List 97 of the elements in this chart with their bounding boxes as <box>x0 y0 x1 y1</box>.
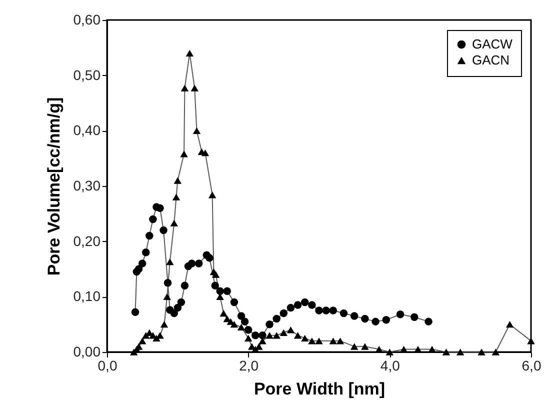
point <box>180 150 188 158</box>
x-tick-label: 2,0 <box>239 358 259 374</box>
legend-label: GACW <box>472 36 514 52</box>
point <box>164 278 172 287</box>
point <box>286 304 295 312</box>
point <box>492 348 500 356</box>
point <box>186 50 194 57</box>
point <box>382 316 390 324</box>
point <box>272 332 280 339</box>
point <box>294 332 302 339</box>
point <box>160 226 168 234</box>
point <box>280 309 288 318</box>
point <box>166 258 174 266</box>
point <box>396 310 404 318</box>
point <box>372 318 380 326</box>
y-axis-title: Pore Volume[cc/nm/g] <box>44 97 64 276</box>
point <box>192 127 201 134</box>
point <box>266 332 274 339</box>
point <box>131 308 140 316</box>
x-tick-label: 0,0 <box>98 358 118 374</box>
point <box>300 298 309 306</box>
point <box>138 260 146 268</box>
x-tick-label: 6,0 <box>522 358 542 374</box>
y-tick-label: 0,60 <box>73 12 101 28</box>
point <box>315 306 323 314</box>
y-tick-label: 0,00 <box>73 344 101 360</box>
point <box>258 332 266 340</box>
point <box>174 304 182 312</box>
point <box>180 282 189 290</box>
point <box>350 343 358 350</box>
y-tick-label: 0,20 <box>73 232 101 249</box>
point <box>315 338 323 344</box>
point <box>308 301 316 309</box>
point <box>172 194 180 200</box>
point <box>230 298 238 306</box>
point <box>216 287 224 295</box>
point <box>308 338 316 344</box>
point <box>177 298 186 306</box>
x-axis-title: Pore Width [nm] <box>254 380 386 398</box>
point <box>527 338 535 344</box>
y-tick-label: 0,10 <box>73 288 101 304</box>
point <box>208 192 216 198</box>
point <box>146 232 154 240</box>
x-tick-label: 4,0 <box>380 358 400 374</box>
point <box>255 343 263 350</box>
y-tick-label: 0,40 <box>73 122 101 138</box>
point <box>237 324 246 330</box>
y-tick-label: 0,50 <box>73 66 101 83</box>
point <box>272 314 280 323</box>
legend-label: GACN <box>472 52 510 68</box>
point <box>194 260 203 268</box>
point <box>170 220 178 226</box>
point <box>280 329 288 336</box>
point <box>386 348 394 356</box>
y-tick-label: 0,30 <box>73 178 101 194</box>
point <box>361 314 369 323</box>
point <box>212 271 220 278</box>
point <box>300 334 309 342</box>
point <box>506 320 514 328</box>
point <box>223 287 232 295</box>
point <box>410 313 418 322</box>
point <box>134 265 143 273</box>
point <box>336 338 344 344</box>
point <box>244 334 252 342</box>
point <box>174 177 182 184</box>
point <box>329 338 338 344</box>
point <box>211 282 219 290</box>
point <box>424 318 432 326</box>
point <box>190 84 198 92</box>
point <box>244 326 252 334</box>
point <box>138 338 146 344</box>
point <box>294 301 302 309</box>
point <box>142 248 150 256</box>
point <box>322 306 330 314</box>
point <box>188 260 196 268</box>
point <box>456 348 464 356</box>
point <box>220 310 228 317</box>
point <box>442 348 450 356</box>
point <box>237 312 246 320</box>
point <box>170 309 178 318</box>
point <box>201 149 210 156</box>
point <box>266 320 274 328</box>
point <box>163 293 171 300</box>
point <box>361 343 369 350</box>
point <box>180 84 189 92</box>
point <box>230 320 238 328</box>
point <box>350 312 358 320</box>
point <box>240 318 249 326</box>
point <box>286 326 295 334</box>
point <box>156 204 164 212</box>
point <box>478 348 486 356</box>
point <box>160 320 168 328</box>
point <box>329 306 338 314</box>
point <box>206 254 214 262</box>
point <box>252 332 260 340</box>
point <box>149 215 157 224</box>
point <box>340 309 348 318</box>
